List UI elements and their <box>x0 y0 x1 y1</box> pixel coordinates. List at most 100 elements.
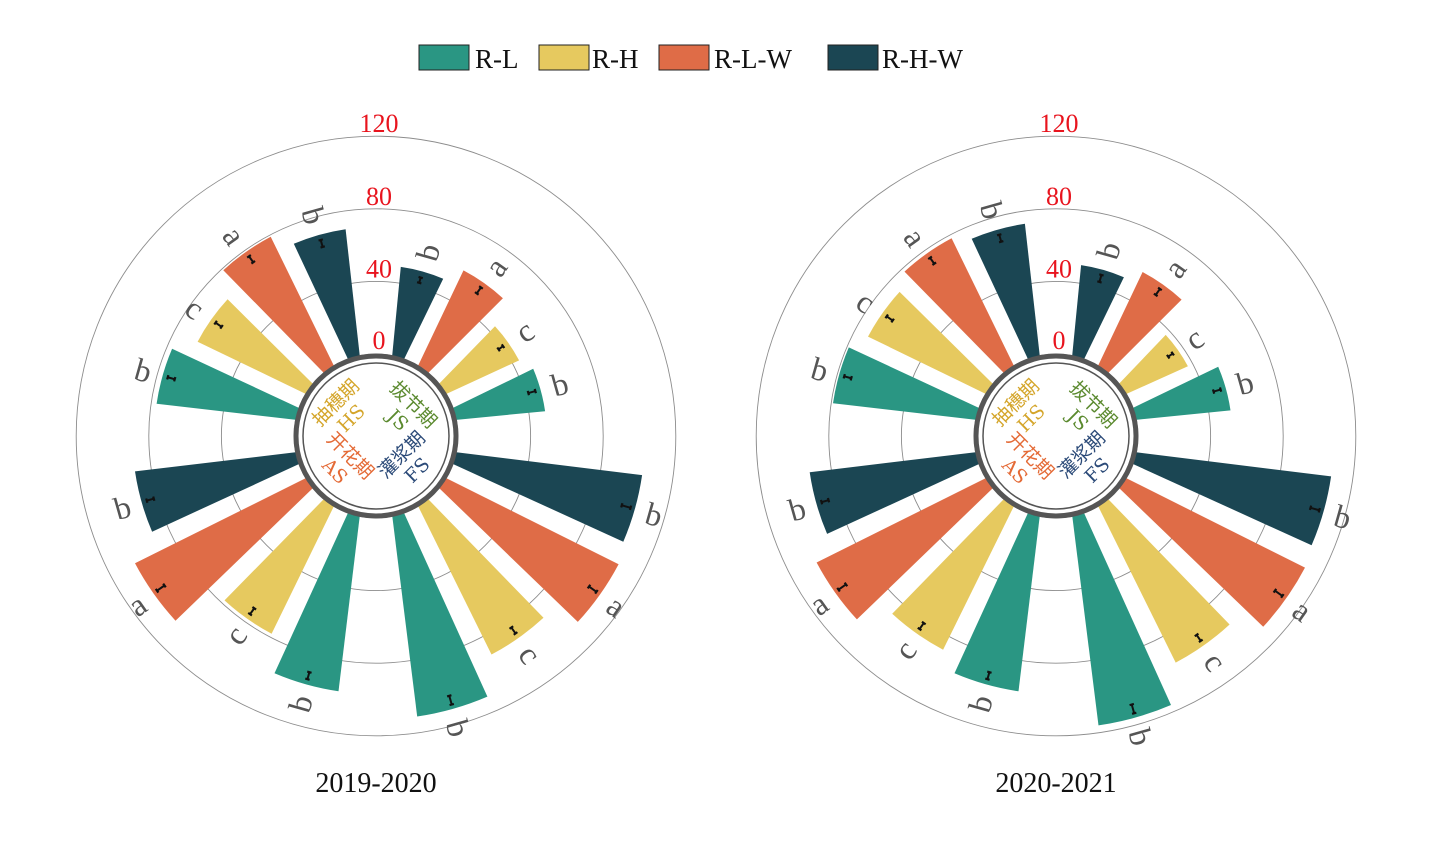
bar-as-r-l <box>274 509 361 692</box>
bar-js-r-h-w <box>391 266 444 363</box>
radial-tick-label-120: 120 <box>1040 109 1079 138</box>
error-bar-fs-r-l-w <box>586 584 599 595</box>
radial-tick-label-0: 0 <box>373 326 386 355</box>
error-bar-as-r-l <box>984 670 992 681</box>
legend-label-r-l-w: R-L-W <box>714 44 792 74</box>
error-bar-hs-r-l <box>842 373 853 381</box>
significance-letter-js-r-h: c <box>1178 320 1210 358</box>
radial-tick-label-40: 40 <box>1046 254 1072 283</box>
error-bar-hs-r-h-w <box>318 238 326 249</box>
radial-tick-label-40: 40 <box>366 254 392 283</box>
error-bar-fs-r-h <box>1194 632 1204 644</box>
significance-letter-hs-r-l-w: a <box>216 219 254 251</box>
significance-letter-js-r-h: c <box>508 312 540 350</box>
significance-letter-js-r-h-w: b <box>1089 238 1128 263</box>
radial-tick-label-120: 120 <box>360 109 399 138</box>
error-bar-js-r-l-w <box>1153 286 1163 298</box>
bar-fs-r-l <box>391 509 488 717</box>
bar-js-r-h-w <box>1071 265 1124 363</box>
bar-js-r-h <box>1116 334 1188 396</box>
error-bar-js-r-h <box>1166 351 1175 360</box>
error-bar-as-r-h <box>917 620 927 632</box>
significance-letter-fs-r-h: c <box>1197 645 1235 677</box>
hub-ring <box>293 353 459 519</box>
bar-as-r-l-w <box>816 476 996 620</box>
error-bar-fs-r-h <box>508 625 519 636</box>
error-bar-js-r-l-w <box>474 285 484 296</box>
bar-as-r-l <box>954 509 1041 692</box>
bar-js-r-h <box>436 326 520 396</box>
error-bar-hs-r-l <box>166 374 177 382</box>
grid-circle-80 <box>148 208 604 664</box>
error-bar-fs-r-l <box>1129 702 1137 715</box>
error-bar-fs-r-h-w <box>620 502 633 511</box>
significance-letter-as-r-l: b <box>281 691 320 716</box>
error-bar-as-r-h-w <box>819 497 831 505</box>
legend-swatch-r-l-w <box>658 44 710 71</box>
grid-circle-40 <box>900 280 1212 592</box>
significance-letter-as-r-h-w: b <box>785 490 810 529</box>
significance-letter-fs-r-l-w: a <box>1286 591 1318 629</box>
error-bar-as-r-l-w <box>836 581 849 593</box>
panel-title: 2020-2021 <box>995 768 1116 799</box>
error-bar-js-r-l <box>1211 387 1223 395</box>
significance-letter-js-r-l-w: a <box>1156 252 1194 284</box>
significance-letter-hs-r-l: b <box>807 350 832 389</box>
bar-hs-r-l <box>156 348 303 421</box>
bar-hs-r-h-w <box>971 223 1041 363</box>
bar-as-r-h <box>892 496 1016 650</box>
bar-fs-r-h-w <box>449 451 643 542</box>
grid-circle-80 <box>828 208 1284 664</box>
bar-as-r-h <box>224 496 336 634</box>
significance-letter-hs-r-h-w: b <box>973 198 1012 223</box>
bar-js-r-l-w <box>416 270 503 376</box>
bar-hs-r-h-w <box>293 229 361 363</box>
panel-title: 2019-2020 <box>315 768 436 799</box>
hub-ring <box>973 353 1139 519</box>
legend-label-r-l: R-L <box>475 44 519 74</box>
legend-swatch-r-l <box>418 44 470 71</box>
radial-tick-label-80: 80 <box>366 182 392 211</box>
significance-letter-js-r-l: b <box>547 365 572 404</box>
significance-letter-hs-r-l: b <box>131 351 156 390</box>
significance-letter-js-r-l-w: a <box>477 251 515 283</box>
bar-js-r-l <box>1129 366 1231 421</box>
radial-tick-label-80: 80 <box>1046 182 1072 211</box>
grid-circle-120 <box>75 135 677 737</box>
grid-circle-40 <box>220 280 532 592</box>
error-bar-as-r-h-w <box>145 496 156 504</box>
bar-fs-r-h-w <box>1129 451 1332 546</box>
error-bar-js-r-h <box>496 343 506 352</box>
significance-letter-as-r-h-w: b <box>110 488 135 527</box>
significance-letter-fs-r-l: b <box>1121 724 1160 749</box>
hub-inner-ring <box>302 362 450 510</box>
bar-js-r-l-w <box>1096 272 1182 376</box>
error-bar-js-r-h-w <box>416 275 424 285</box>
significance-letter-fs-r-h-w: b <box>642 495 667 534</box>
error-bar-fs-r-l-w <box>1272 588 1285 599</box>
hub-inner-ring <box>982 362 1130 510</box>
bar-hs-r-h <box>868 291 996 396</box>
legend-label-r-h: R-H <box>592 44 639 74</box>
bar-hs-r-l-w <box>904 238 1016 376</box>
error-bar-as-r-l <box>304 670 312 681</box>
bar-as-r-h-w <box>809 451 983 534</box>
significance-letter-hs-r-h: c <box>850 283 882 321</box>
bar-as-r-h-w <box>135 451 303 532</box>
bar-fs-r-h <box>416 496 544 655</box>
significance-letter-js-r-l: b <box>1232 363 1257 402</box>
significance-letter-fs-r-h: c <box>511 638 549 670</box>
bar-hs-r-l <box>833 347 983 421</box>
significance-letter-fs-r-l-w: a <box>600 587 632 625</box>
legend: R-L R-H R-L-W R-H-W <box>418 44 963 74</box>
error-bar-js-r-h-w <box>1097 273 1104 284</box>
bar-hs-r-l-w <box>223 236 336 376</box>
legend-swatch-r-h <box>538 44 590 71</box>
significance-letter-js-r-h-w: b <box>408 240 447 265</box>
significance-letter-as-r-l-w: a <box>121 586 153 624</box>
bar-fs-r-h <box>1096 496 1230 663</box>
error-bar-fs-r-l <box>446 694 455 707</box>
